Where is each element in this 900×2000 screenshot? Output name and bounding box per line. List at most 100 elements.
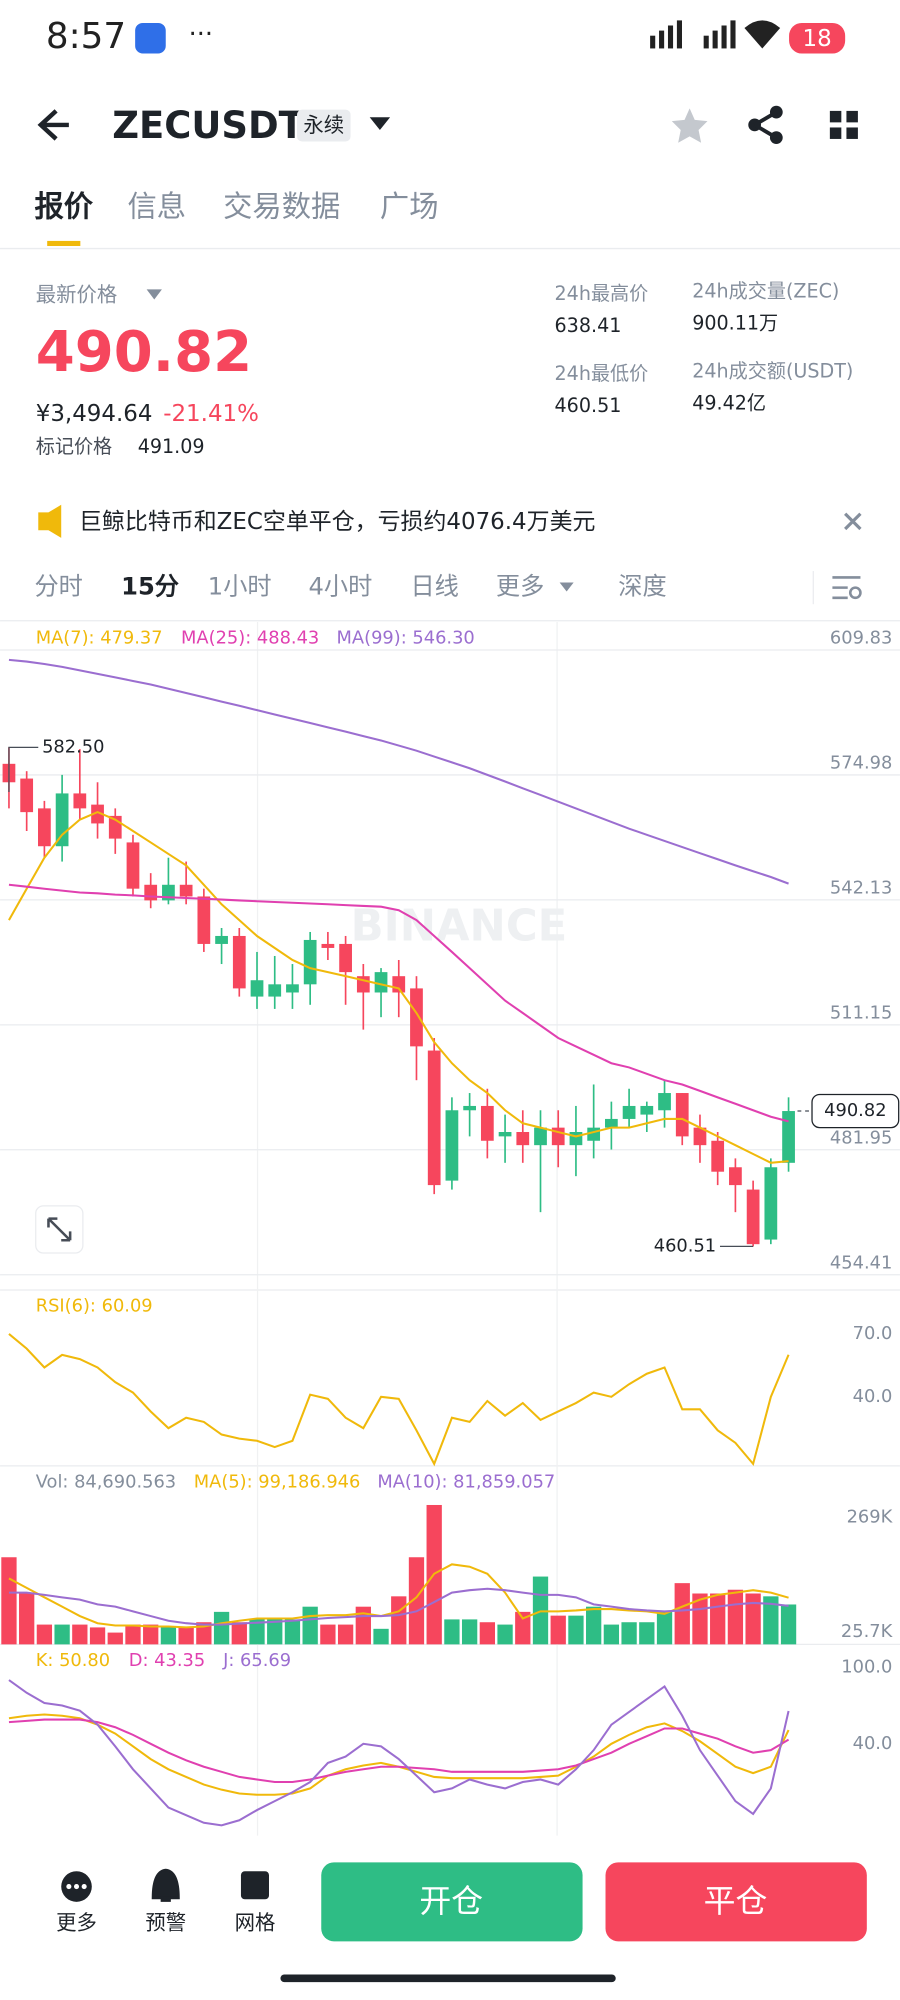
volume-bar	[408, 1557, 425, 1645]
legend-entry: MA(10): 81,859.057	[377, 1471, 555, 1492]
tag-bg	[297, 109, 351, 142]
volume-bar	[89, 1627, 106, 1645]
alert-icon	[151, 1868, 180, 1902]
battery	[789, 22, 846, 54]
interval[interactable]: 深度	[618, 573, 666, 601]
candle-body	[38, 808, 51, 847]
interval[interactable]: 更多	[496, 573, 544, 601]
candle-body	[463, 1105, 477, 1111]
interval[interactable]: 日线	[410, 573, 458, 601]
volume-bar	[72, 1624, 88, 1645]
interval[interactable]: 4小时	[309, 573, 373, 601]
volume-bar	[745, 1593, 761, 1645]
more-dropdown[interactable]	[559, 582, 574, 592]
legend-entry: K: 50.80	[36, 1650, 110, 1671]
tab[interactable]: 信息	[128, 189, 187, 223]
candle-body	[339, 943, 352, 973]
y-tick-label: 40.0	[853, 1733, 893, 1754]
tab[interactable]: 广场	[380, 189, 439, 223]
interval[interactable]: 分时	[34, 573, 82, 601]
stat-value: 900.11万	[692, 311, 778, 334]
contract-tag: 永续	[303, 113, 344, 137]
candle-body	[215, 935, 228, 944]
series-line	[8, 883, 789, 1123]
volume-bar	[302, 1606, 318, 1645]
series-line	[8, 658, 789, 885]
volume-bar	[213, 1611, 230, 1645]
candle-body	[303, 939, 317, 985]
close-news[interactable]	[844, 512, 862, 531]
volume-bar	[36, 1624, 53, 1645]
close-button[interactable]	[605, 1862, 867, 1942]
home-indicator	[280, 1974, 616, 1983]
volume-bar	[54, 1624, 70, 1645]
back-button[interactable]	[37, 109, 69, 141]
stat-value: 460.51	[555, 394, 622, 417]
cny-price: ¥3,494.64	[36, 401, 153, 427]
chart-settings[interactable]	[832, 576, 862, 600]
symbol-dropdown[interactable]	[369, 117, 391, 131]
volume-bar	[621, 1622, 637, 1645]
candle-body	[321, 943, 335, 948]
footer-button[interactable]: 更多	[56, 1911, 97, 1935]
last-price: 490.82	[36, 320, 252, 385]
volume-bar	[479, 1622, 495, 1645]
favorite[interactable]	[671, 108, 708, 143]
volume-bar	[550, 1615, 566, 1645]
candle-body	[711, 1140, 725, 1172]
y-tick-label: 609.83	[830, 627, 892, 648]
news-icon	[38, 504, 62, 538]
price-dropdown[interactable]	[146, 289, 162, 300]
app-icon	[135, 22, 166, 54]
volume-bar	[674, 1583, 690, 1645]
candle-body	[73, 793, 87, 809]
candle-body	[640, 1105, 654, 1115]
tab[interactable]: 交易数据	[223, 189, 340, 223]
candle-body	[250, 980, 264, 997]
news[interactable]: 巨鲸比特币和ZEC空单平仓，亏损约4076.4万美元	[79, 509, 595, 535]
watermark: BINANCE	[351, 902, 568, 952]
tab[interactable]: 报价	[34, 189, 93, 223]
expand-button[interactable]	[35, 1205, 84, 1254]
more-icon	[61, 1871, 92, 1902]
legend-entry: MA(99): 546.30	[337, 628, 475, 649]
candle-body	[232, 935, 246, 989]
footer-button[interactable]: 网格	[235, 1911, 276, 1935]
open-button[interactable]	[321, 1862, 583, 1942]
volume-bar	[656, 1611, 673, 1645]
volume-bar	[373, 1628, 389, 1645]
candle-body	[144, 884, 158, 901]
volume-bar	[727, 1589, 744, 1645]
interval[interactable]: 15分	[121, 573, 179, 601]
volume-bar	[107, 1632, 123, 1645]
stat-label: 24h最高价	[555, 282, 649, 305]
layout-menu[interactable]	[829, 110, 858, 139]
stat-value: 638.41	[555, 314, 622, 337]
volume-bar	[444, 1619, 460, 1645]
series-line	[8, 1563, 789, 1629]
candle-body	[746, 1189, 760, 1245]
interval[interactable]: 1小时	[208, 573, 272, 601]
volume-bar	[1, 1557, 17, 1645]
candle-body	[20, 778, 34, 813]
share[interactable]	[748, 105, 783, 145]
volume-bar	[780, 1604, 797, 1645]
last-price-box	[811, 1093, 900, 1129]
volume-bar	[391, 1596, 407, 1645]
candle-body	[534, 1127, 547, 1146]
candle-body	[658, 1093, 671, 1111]
series-line	[8, 1333, 790, 1467]
candle-body	[445, 1110, 459, 1181]
volume-bar	[19, 1593, 35, 1645]
candle-body	[675, 1093, 689, 1137]
annotation-label: 582.50	[42, 736, 104, 757]
volume-bar	[568, 1615, 584, 1645]
candle-body	[587, 1127, 601, 1141]
legend-entry: MA(7): 479.37	[36, 628, 163, 649]
legend-entry: D: 43.35	[129, 1650, 205, 1671]
legend-entry: Vol: 84,690.563	[36, 1471, 176, 1492]
footer-button[interactable]: 预警	[145, 1911, 186, 1935]
signal-icons	[650, 20, 781, 49]
clock: 8:57	[46, 16, 126, 57]
